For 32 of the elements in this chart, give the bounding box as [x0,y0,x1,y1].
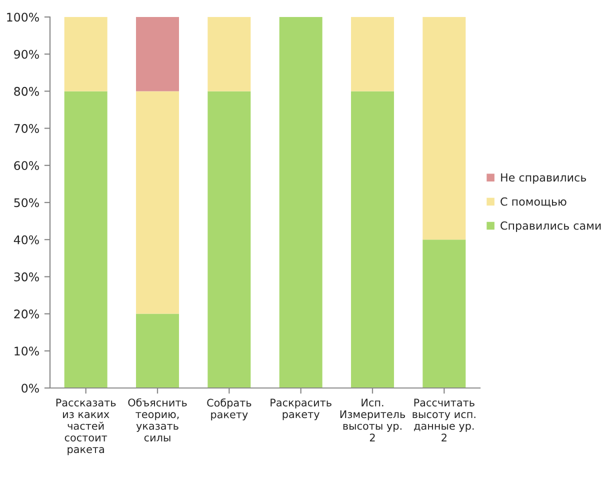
bar [64,17,108,92]
y-tick-label: 80% [14,86,39,96]
x-tick-label: Раскрасить ракету [270,398,332,420]
bar [351,91,394,388]
y-tick-label: 100% [7,12,39,22]
bar [136,17,179,92]
bar [136,91,179,314]
y-tick-label: 50% [14,198,39,208]
legend-label: Не справились [501,173,586,184]
bar [64,91,108,388]
x-tick-label: Исп. Измеритель высоты ур. 2 [340,398,406,442]
x-tick-label: Рассказать из каких частей состоит ракета [56,398,116,456]
y-tick-label: 90% [14,50,39,59]
x-tick-label: Собрать ракету [207,398,252,420]
bar [136,314,179,388]
y-tick-label: 40% [14,235,39,244]
y-tick-label: 10% [14,346,39,356]
legend-label: Справились сами [500,221,601,232]
y-tick-label: 70% [14,124,39,133]
y-tick-label: 30% [14,272,39,282]
y-tick-label: 0% [22,384,39,393]
bar [279,17,322,388]
bar [351,17,394,92]
y-tick-label: 20% [14,310,39,318]
y-tick-label: 60% [14,161,39,170]
x-tick-label: Рассчитать высоту исп. данные ур. 2 [412,398,476,442]
bar [208,17,251,92]
legend-label: С помощью [500,197,566,208]
bar [208,91,251,388]
bar [422,240,466,388]
bar [422,17,466,240]
x-tick-label: Объяснить теорию, указать силы [128,398,187,442]
